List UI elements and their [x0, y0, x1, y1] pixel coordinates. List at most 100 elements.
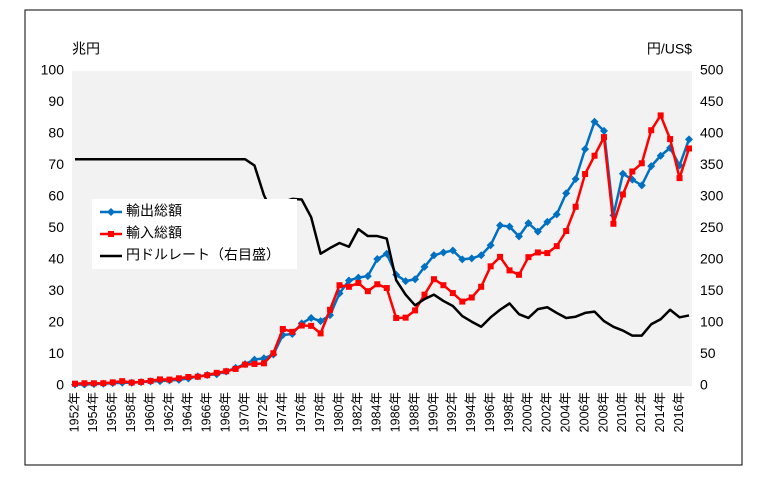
legend-marker [107, 208, 115, 216]
y-tick-label: 40 [48, 251, 64, 267]
data-point [591, 152, 598, 159]
data-point [147, 377, 154, 384]
x-tick-label: 2008年 [596, 392, 610, 432]
data-point [298, 322, 305, 329]
data-point [647, 162, 656, 171]
data-point [316, 317, 325, 326]
data-point [667, 136, 674, 143]
data-point [514, 232, 523, 241]
data-point [354, 273, 363, 282]
x-tick-label: 1972年 [256, 392, 270, 432]
data-point [619, 191, 626, 198]
x-tick-label: 1998年 [502, 392, 516, 432]
data-point [81, 380, 88, 387]
x-tick-label: 1968年 [218, 392, 232, 432]
data-point [363, 272, 372, 281]
data-point [412, 307, 419, 314]
data-point [468, 294, 475, 301]
data-point [610, 220, 617, 227]
y2-tick-label: 300 [700, 188, 724, 204]
y-tick-label: 80 [48, 125, 64, 141]
y2-tick-label: 400 [700, 125, 724, 141]
data-point [411, 275, 420, 284]
y2-tick-label: 150 [700, 282, 724, 298]
y-tick-label: 50 [48, 219, 64, 235]
x-tick-label: 1974年 [275, 392, 289, 432]
x-tick-label: 1986年 [388, 392, 402, 432]
data-point [383, 285, 390, 292]
x-tick-label: 1958年 [124, 392, 138, 432]
data-point [676, 175, 683, 182]
data-point [552, 210, 561, 219]
x-tick-label: 2010年 [615, 392, 629, 432]
x-tick-label: 2014年 [653, 392, 667, 432]
x-tick-label: 1960年 [143, 392, 157, 432]
y2-tick-label: 450 [700, 93, 724, 109]
data-point [157, 376, 164, 383]
data-point [279, 325, 286, 332]
data-point [544, 250, 551, 257]
x-tick-label: 2000年 [521, 392, 535, 432]
data-point [449, 290, 456, 297]
data-point [223, 368, 230, 375]
data-point [486, 241, 495, 250]
data-point [440, 282, 447, 289]
data-point [506, 267, 513, 274]
x-tick-label: 1962年 [162, 392, 176, 432]
data-point [497, 253, 504, 260]
data-point [439, 248, 448, 257]
data-point [194, 373, 201, 380]
data-point [429, 251, 438, 260]
data-point [581, 145, 590, 154]
data-point [345, 283, 352, 290]
y2-tick-label: 100 [700, 314, 724, 330]
data-point [90, 380, 97, 387]
x-tick-label: 1956年 [105, 392, 119, 432]
data-point [477, 251, 486, 260]
x-tick-label: 1966年 [200, 392, 214, 432]
data-point [204, 372, 211, 379]
x-tick-label: 1952年 [67, 392, 81, 432]
data-point [420, 262, 429, 271]
data-point [505, 222, 514, 231]
y-tick-label: 30 [48, 282, 64, 298]
y-tick-label: 100 [41, 62, 65, 78]
y-tick-label: 70 [48, 156, 64, 172]
legend-marker [108, 231, 114, 237]
data-point [562, 189, 571, 198]
y2-tick-label: 500 [700, 62, 724, 78]
data-point [590, 117, 599, 126]
data-point [355, 279, 362, 286]
data-point [467, 254, 476, 263]
y2-tick-label: 50 [700, 345, 716, 361]
data-point [572, 203, 579, 210]
x-tick-label: 1980年 [332, 392, 346, 432]
data-point [270, 350, 277, 357]
data-point [242, 361, 249, 368]
x-tick-label: 1978年 [313, 392, 327, 432]
y-axis-label: 兆円 [72, 41, 100, 57]
data-point [430, 276, 437, 283]
data-point [448, 246, 457, 255]
y2-axis-label: 円/US$ [647, 41, 692, 57]
data-point [421, 291, 428, 298]
data-point [138, 378, 145, 385]
data-point [638, 160, 645, 167]
x-tick-label: 1992年 [445, 392, 459, 432]
data-point [393, 314, 400, 321]
x-tick-label: 2006年 [577, 392, 591, 432]
data-point [344, 276, 353, 285]
legend-box [92, 199, 297, 269]
x-tick-label: 1988年 [407, 392, 421, 432]
data-point [543, 217, 552, 226]
data-point [128, 379, 135, 386]
data-point [553, 243, 560, 250]
x-tick-label: 2002年 [540, 392, 554, 432]
x-tick-label: 1954年 [86, 392, 100, 432]
data-point [185, 373, 192, 380]
legend-label: 円ドルレート（右目盛） [126, 247, 280, 263]
y2-tick-label: 200 [700, 251, 724, 267]
data-point [232, 365, 239, 372]
y-tick-label: 60 [48, 188, 64, 204]
